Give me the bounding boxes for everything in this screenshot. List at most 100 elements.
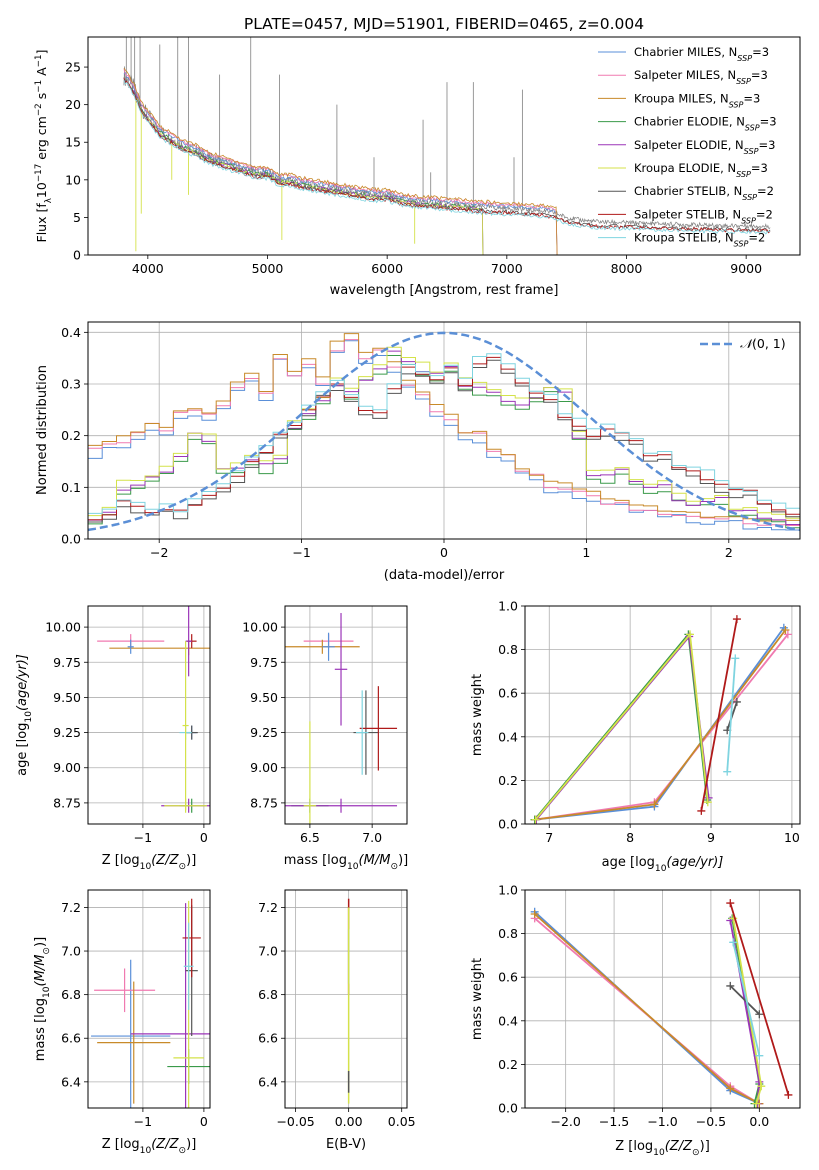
marker-salpeter-stelib-0: [697, 806, 706, 815]
x-tick-label-0: 7: [545, 830, 553, 845]
x-axis-label: E(B-V): [326, 1137, 366, 1152]
y-tick-label-0: 8.75: [53, 795, 81, 810]
y-tick-label-1: 6.6: [258, 1031, 278, 1046]
label-part: N: [732, 207, 741, 221]
x-tick-label-1: 0.00: [335, 1114, 363, 1129]
marker-kroupa-miles-2: [781, 625, 790, 634]
y-tick-label-3: 9.50: [250, 690, 278, 705]
y-axis-label: mass [log10(M/M⊙)]: [33, 937, 52, 1061]
legend-label-kroupa-stelib: Kroupa STELIB, NSSP=2: [634, 231, 765, 249]
x-tick-label-4: 0.0: [749, 1114, 769, 1129]
y-tick-label-4: 20: [65, 97, 81, 112]
model-kroupa-miles: [123, 67, 558, 255]
marker-kroupa-miles-1: [726, 1084, 735, 1093]
label-part: N: [729, 45, 738, 59]
marker-salpeter-miles-2: [783, 630, 792, 639]
y-tick-label-1: 0.2: [498, 1057, 518, 1072]
label-part: (Z/Z: [151, 853, 179, 868]
legend-label-chabrier-elodie: Chabrier ELODIE, NSSP=3: [634, 115, 777, 133]
label-part: Kroupa STELIB,: [634, 231, 725, 245]
line-salpeter-stelib: [729, 902, 790, 1096]
marker-salpeter-stelib-0: [726, 899, 735, 908]
label-part: SSP: [744, 146, 759, 155]
label-part: N: [735, 138, 744, 152]
x-tick-label-1: −1: [292, 545, 310, 560]
y-axis-label: Normed distribution: [35, 365, 50, 495]
label-part: mass [log: [284, 853, 347, 868]
label-part: Salpeter STELIB,: [634, 207, 732, 221]
legend-label-salpeter-elodie: Salpeter ELODIE, NSSP=3: [634, 138, 775, 156]
label-part: −1: [34, 80, 44, 93]
x-tick-label-4: 2: [725, 545, 733, 560]
y-axis-label: mass weight: [470, 674, 485, 756]
y-tick-label-5: 25: [65, 60, 81, 75]
y-tick-label-1: 6.6: [61, 1031, 81, 1046]
plot-background: [88, 890, 210, 1108]
label-part: SSP: [741, 216, 756, 225]
y-tick-label-1: 0.1: [61, 480, 81, 495]
label-part: Z [log: [615, 1139, 653, 1154]
label-part: Salpeter ELODIE,: [634, 138, 735, 152]
label-part: Chabrier ELODIE,: [634, 115, 736, 129]
marker-kroupa-stelib-1: [755, 1051, 764, 1060]
label-part: N: [727, 161, 736, 175]
x-tick-label-0: 4000: [132, 261, 164, 276]
x-tick-label-0: −1: [134, 1114, 152, 1129]
label-part: =3: [751, 68, 768, 82]
label-part: )]: [700, 1139, 710, 1154]
axes-frame: [87, 605, 211, 825]
x-tick-label-2: 0: [440, 545, 448, 560]
marker-kroupa-stelib-0: [729, 938, 738, 947]
line-salpeter-stelib: [700, 618, 738, 812]
y-tick-label-4: 0.8: [498, 642, 518, 657]
label-part: erg cm: [34, 116, 49, 164]
y-tick-label-0: 0.0: [61, 532, 81, 547]
y-tick-label-0: 0: [73, 248, 81, 263]
x-tick-label-3: 7000: [491, 261, 523, 276]
x-tick-label-2: 0.05: [388, 1114, 416, 1129]
y-tick-label-2: 10: [65, 172, 81, 187]
y-tick-label-5: 10.00: [45, 620, 81, 635]
label-part: Kroupa MILES,: [634, 91, 720, 105]
x-tick-label-3: 1: [582, 545, 590, 560]
histogram-chabrier-miles: [88, 340, 800, 531]
label-part: Z [log: [102, 1137, 140, 1152]
marker-kroupa-elodie-2: [752, 1099, 761, 1108]
y-tick-label-3: 7.0: [61, 944, 81, 959]
y-tick-label-1: 9.00: [250, 760, 278, 775]
mass-vs-metallicity-panel: −1 06.46.66.87.07.2Z [log10(Z/Z⊙)]mass [l…: [33, 889, 211, 1156]
marker-kroupa-miles-0: [530, 909, 539, 918]
label-part: =3: [751, 161, 768, 175]
marker-chabrier-stelib-1: [732, 697, 741, 706]
plot-area: [123, 37, 771, 255]
model-kroupa-stelib: [123, 79, 771, 235]
histogram-kroupa-stelib: [88, 353, 800, 514]
label-part: SSP: [742, 193, 757, 202]
label-part: Chabrier STELIB,: [634, 184, 734, 198]
y-tick-label-4: 9.75: [53, 655, 81, 670]
age-vs-mass-panel: 6.5 7.0 8.75 9.00 9.25 9.50 9.75 10.00 mass [log…: [242, 605, 408, 872]
x-tick-label-0: 6.5: [300, 830, 320, 845]
marker-kroupa-elodie-1: [686, 630, 694, 639]
label-part: 10: [42, 986, 52, 998]
label-part: Flux [f: [34, 203, 49, 243]
y-tick-label-4: 0.4: [61, 325, 81, 340]
label-part: −17: [34, 164, 44, 182]
plot-background: [525, 606, 800, 824]
y-tick-label-3: 0.3: [61, 377, 81, 392]
y-tick-label-5: 1.0: [498, 599, 518, 614]
x-axis-label: age [log10(age/yr)]: [602, 855, 724, 874]
label-part: Salpeter MILES,: [634, 68, 727, 82]
plot-background: [285, 890, 407, 1108]
plot-area: [530, 899, 793, 1108]
label-part: N: [734, 184, 743, 198]
x-tick-label-0: −2.0: [550, 1114, 580, 1129]
marker-chabrier-stelib-1: [755, 1010, 764, 1019]
marker-chabrier-stelib-0: [726, 981, 735, 990]
plot-background: [285, 606, 407, 824]
label-part: =2: [757, 184, 774, 198]
model-chabrier-elodie: [133, 91, 484, 255]
marker-salpeter-stelib-1: [784, 1090, 793, 1099]
x-axis-label: Z [log10(Z/Z⊙)]: [102, 853, 197, 872]
